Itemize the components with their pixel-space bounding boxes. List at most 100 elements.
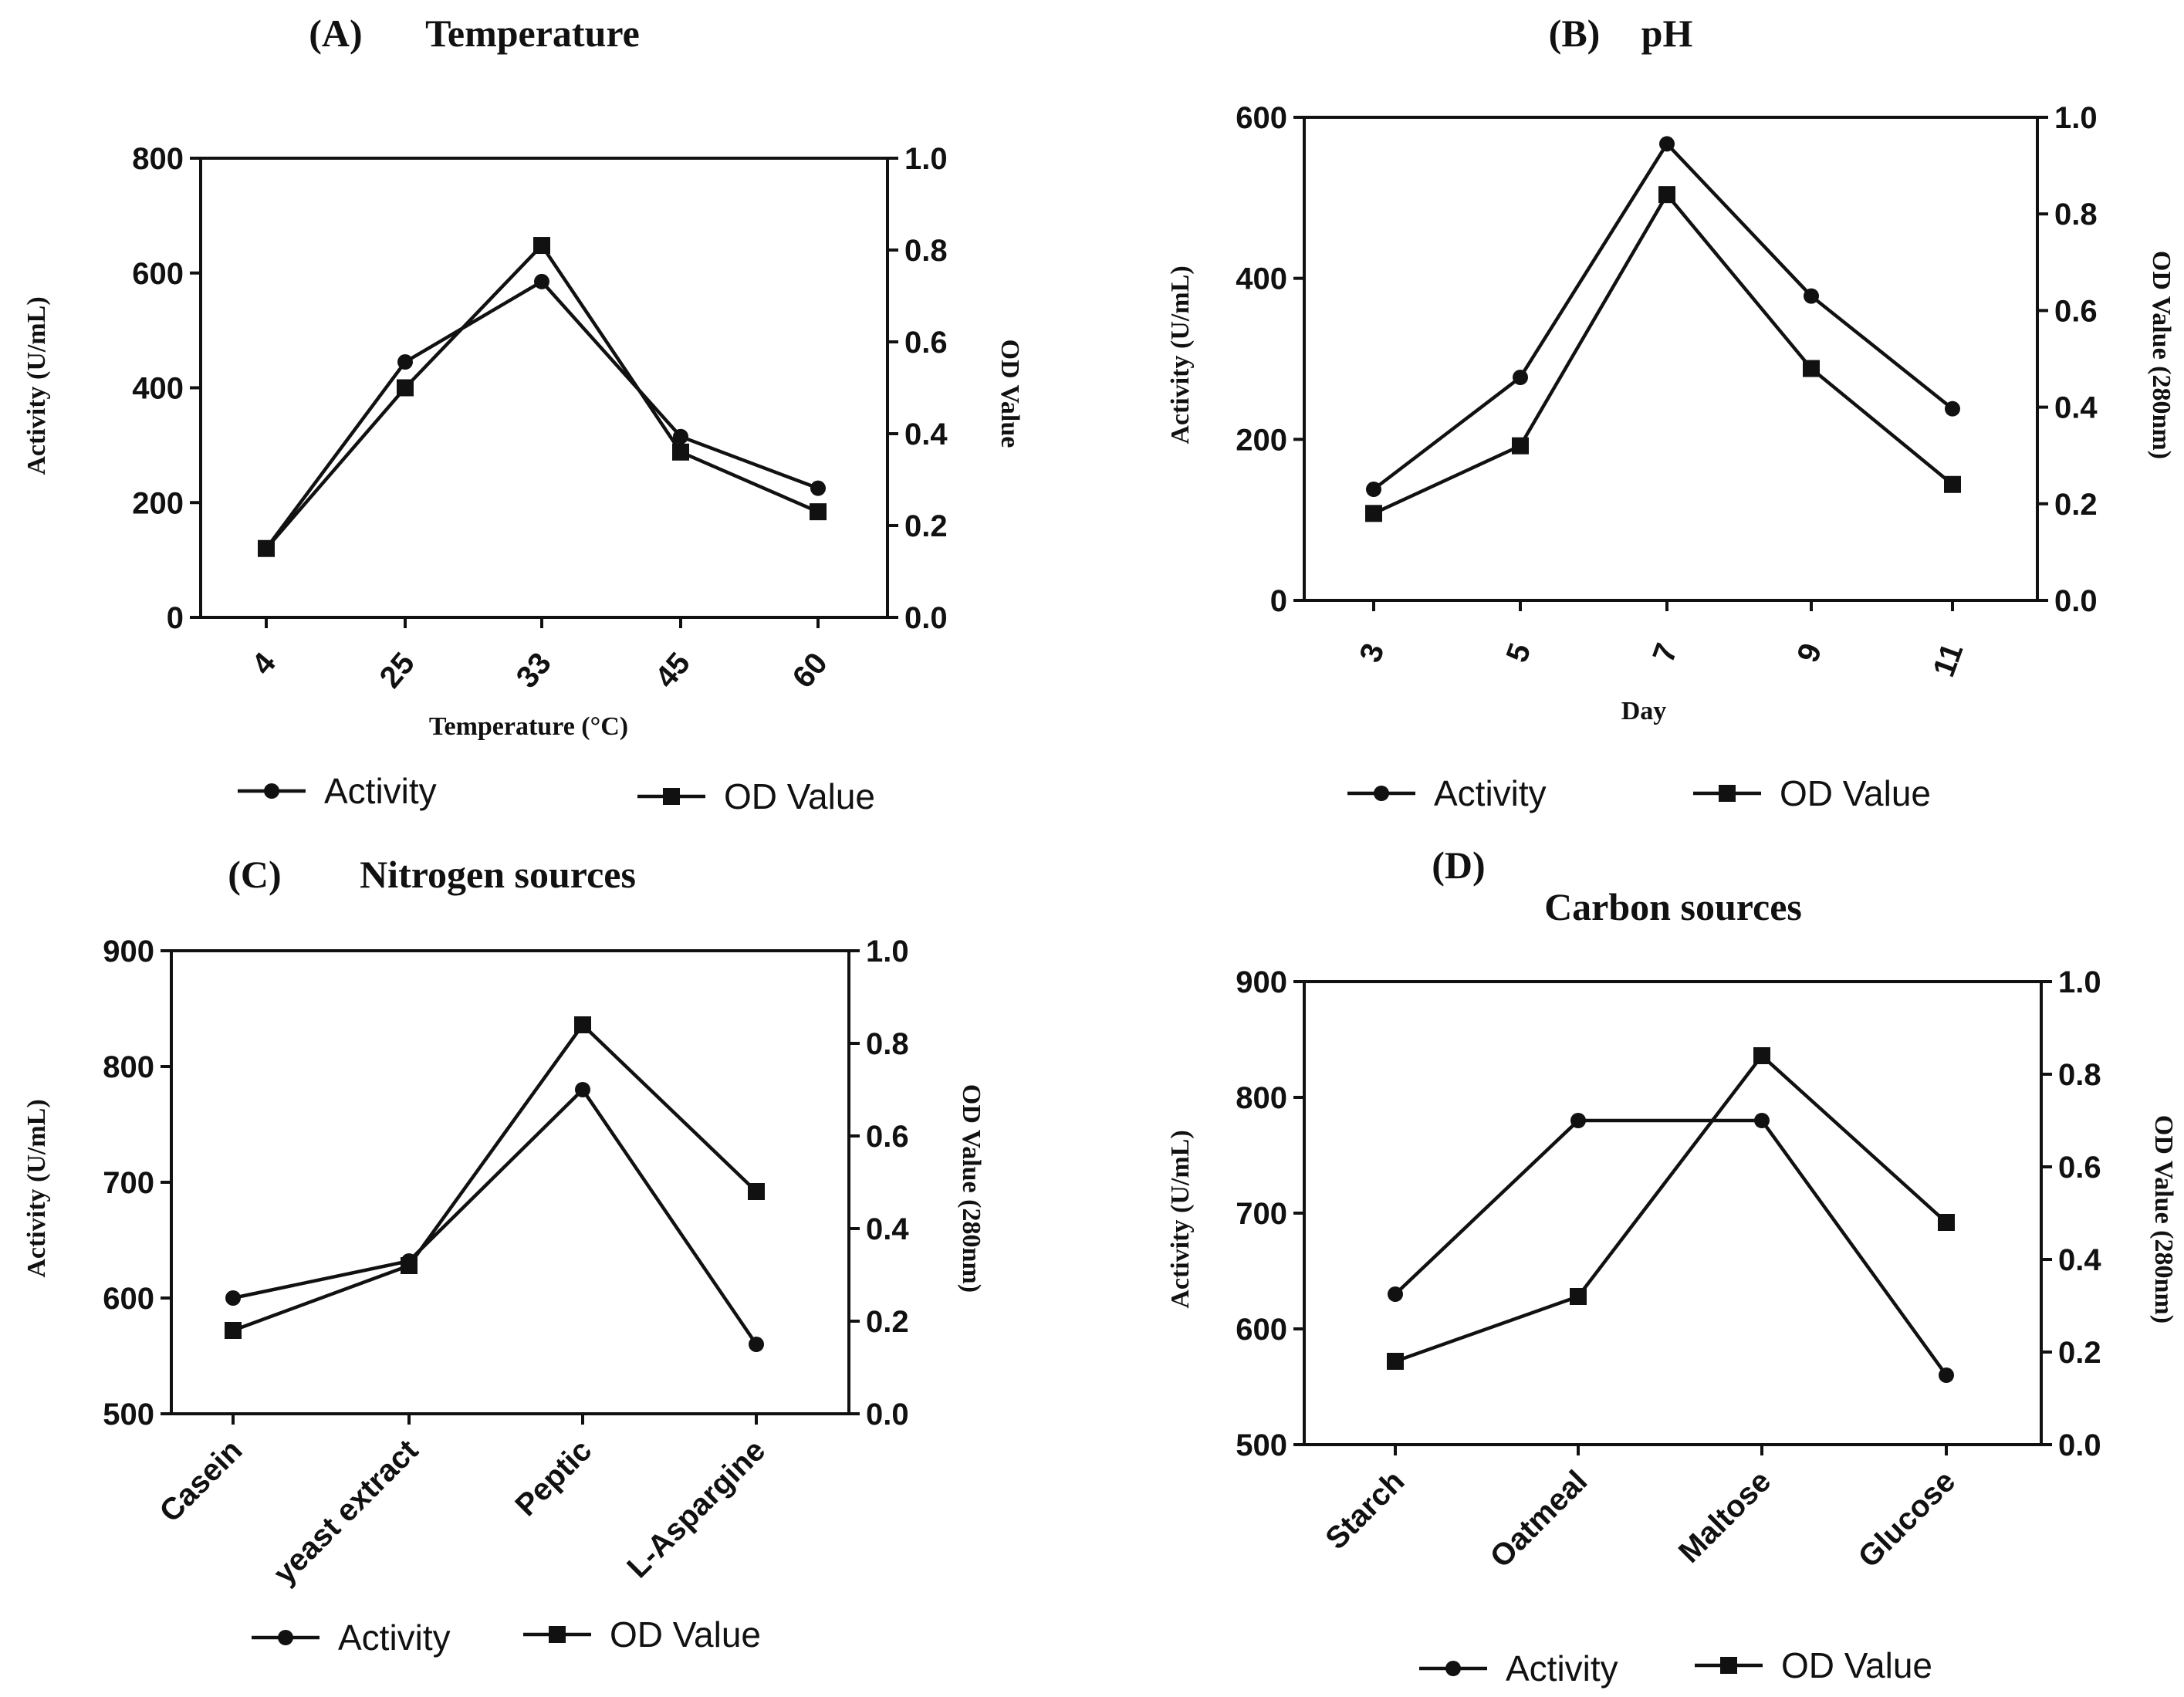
legend-label-activity: Activity (1434, 773, 1547, 813)
panel-title: Carbon sources (1544, 885, 1802, 928)
point-od-value (1753, 1047, 1770, 1064)
point-od-value (672, 443, 689, 461)
legend-label-activity: Activity (338, 1618, 451, 1658)
legend-marker-od-value (1719, 785, 1736, 802)
point-od-value (533, 237, 550, 255)
y2-tick-label: 0.0 (2058, 1428, 2101, 1462)
x-tick-label: yeast extract (267, 1433, 424, 1591)
panel-label: (B) (1549, 12, 1601, 55)
point-activity (1804, 288, 1819, 304)
legend: Activity OD Value (252, 1614, 761, 1658)
y-axis-title: Activity (U/mL) (22, 1099, 51, 1277)
series-line-activity (1394, 1118, 1948, 1377)
point-activity (810, 480, 826, 496)
series-od-value (258, 237, 827, 557)
point-od-value (1803, 360, 1820, 377)
y-tick-label: 200 (132, 486, 184, 520)
y2-tick-label: 1.0 (2058, 965, 2101, 999)
y2-tick-label: 1.0 (866, 935, 909, 969)
y-tick-label: 900 (103, 935, 154, 969)
y2-tick-label: 0.4 (866, 1212, 909, 1246)
point-od-value (1944, 475, 1961, 493)
series-od-value (225, 1016, 765, 1339)
panel-c-chart: (C) Nitrogen sources 500 600 700 800 900 0.0 0.2… (22, 853, 986, 1658)
series-line-od-value (265, 242, 819, 550)
point-od-value (1387, 1353, 1404, 1370)
point-activity (397, 354, 413, 370)
panel-title: Temperature (425, 12, 640, 55)
y2-tick-label: 0.2 (866, 1305, 909, 1339)
legend-label-od-value: OD Value (1781, 1645, 1932, 1685)
series-line-od-value (232, 1022, 758, 1333)
panel-title: Nitrogen sources (360, 853, 636, 896)
panel-label: (A) (309, 12, 362, 55)
legend-label-activity: Activity (324, 771, 437, 811)
point-od-value (397, 379, 414, 397)
panel-label: (D) (1432, 843, 1485, 887)
series-activity (259, 273, 826, 556)
x-tick-label: 60 (786, 647, 834, 695)
point-od-value (1512, 437, 1529, 455)
legend-marker-activity (1374, 786, 1389, 801)
y2-tick-label: 0.6 (2058, 1151, 2101, 1185)
y-tick-label: 700 (103, 1166, 154, 1200)
legend-marker-od-value (1720, 1657, 1737, 1674)
y2-tick-label: 0.6 (866, 1120, 909, 1154)
legend-label-od-value: OD Value (724, 776, 875, 816)
y-tick-label: 0 (1270, 584, 1287, 618)
y2-tick-label: 0.4 (904, 417, 948, 451)
x-tick-label: 3 (1354, 639, 1391, 667)
legend: Activity OD Value (238, 771, 875, 816)
y2-tick-label: 1.0 (904, 142, 948, 176)
point-activity (1366, 482, 1381, 498)
y2-tick-label: 0.0 (2054, 584, 2098, 618)
legend-marker-activity (278, 1630, 293, 1645)
x-axis-title: Day (1621, 697, 1667, 725)
y2-axis-title: OD Value (280nm) (2149, 1115, 2178, 1323)
legend-marker-activity (1445, 1661, 1461, 1676)
point-activity (1754, 1113, 1770, 1128)
x-tick-label: 9 (1791, 639, 1829, 667)
x-tick-label: Oatmeal (1484, 1464, 1594, 1574)
point-od-value (810, 503, 827, 521)
point-od-value (574, 1016, 591, 1033)
point-od-value (1938, 1214, 1955, 1231)
point-activity (1945, 401, 1960, 417)
y2-tick-label: 0.2 (904, 509, 948, 543)
x-tick-label: 33 (510, 647, 558, 695)
point-od-value (1658, 186, 1675, 204)
y-tick-label: 600 (1236, 101, 1287, 135)
point-activity (575, 1082, 590, 1097)
series-activity (1366, 136, 1960, 498)
x-tick-label: Peptic (509, 1433, 598, 1523)
y2-tick-label: 0.4 (2058, 1243, 2101, 1277)
y2-tick-label: 0.2 (2058, 1336, 2101, 1370)
legend: Activity OD Value (1347, 773, 1931, 813)
y-axis-title: Activity (U/mL) (1166, 265, 1195, 444)
series-line-od-value (1373, 191, 1954, 516)
point-activity (673, 428, 688, 445)
y2-tick-label: 1.0 (2054, 101, 2098, 135)
series-od-value (1365, 186, 1961, 522)
series-line-activity (265, 279, 819, 550)
y-tick-label: 800 (1236, 1081, 1287, 1115)
y-tick-label: 600 (1236, 1313, 1287, 1347)
legend: Activity OD Value (1419, 1645, 1932, 1689)
y2-tick-label: 0.2 (2054, 488, 2098, 522)
point-activity (1570, 1113, 1586, 1128)
y2-tick-label: 0.8 (2058, 1058, 2101, 1092)
panel-b-chart: (B) pH 0 200 400 600 0.0 0.2 0.4 0.6 0.8 1.0 3 5 7 9 11 D… (1166, 12, 2176, 813)
y2-tick-label: 0.8 (904, 234, 948, 268)
y-tick-label: 0 (167, 601, 184, 635)
point-activity (749, 1337, 764, 1352)
point-activity (1939, 1367, 1954, 1383)
y-tick-label: 400 (1236, 262, 1287, 296)
y-tick-label: 500 (1236, 1428, 1287, 1462)
legend-marker-od-value (663, 788, 680, 805)
y-tick-label: 700 (1236, 1197, 1287, 1231)
y2-tick-label: 0.6 (2054, 294, 2098, 328)
point-activity (534, 273, 549, 289)
series-line-activity (232, 1087, 758, 1346)
y-tick-label: 600 (103, 1282, 154, 1316)
